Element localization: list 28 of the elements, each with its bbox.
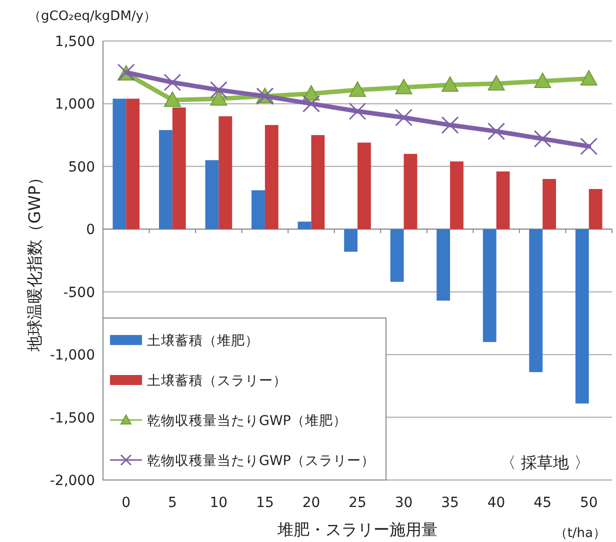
- text: （gCO₂eq/kgDM/y）: [28, 9, 156, 24]
- y-axis-title: 地球温暖化指数（GWP）: [25, 170, 44, 352]
- text: （t/ha）: [554, 526, 606, 541]
- annotation: 〈 採草地 〉: [500, 453, 590, 472]
- x-tick-label: 10: [210, 495, 228, 511]
- x-tick-label: 15: [256, 495, 274, 511]
- x-tick-label: 45: [534, 495, 552, 511]
- y-tick-label: -2,000: [50, 473, 95, 489]
- x-tick-label: 50: [580, 495, 598, 511]
- legend-label: 乾物収穫量当たりGWP（スラリー）: [147, 453, 375, 469]
- x-tick-label: 35: [441, 495, 459, 511]
- y-tick-label: -500: [63, 284, 95, 301]
- y-tick-label: 1,500: [54, 34, 95, 50]
- legend-label: 乾物収穫量当たりGWP（堆肥）: [147, 413, 347, 429]
- y-tick-label: 1,000: [54, 96, 95, 113]
- x-axis-title: 堆肥・スラリー施用量: [276, 520, 438, 539]
- x-tick-label: 0: [122, 495, 131, 511]
- y-tick-label: -1,500: [50, 410, 95, 426]
- y-tick-label: 0: [86, 222, 95, 238]
- x-tick-label: 30: [394, 495, 413, 511]
- y-tick-label: 500: [68, 159, 95, 176]
- legend-label: 土壌蓄積（スラリー）: [147, 373, 287, 389]
- x-tick-label: 25: [348, 495, 366, 511]
- y-tick-label: -1,000: [50, 348, 95, 364]
- x-tick-label: 20: [302, 495, 320, 511]
- legend-label: 土壌蓄積（堆肥）: [147, 333, 259, 349]
- x-tick-label: 40: [487, 495, 506, 511]
- x-tick-label: 5: [168, 495, 177, 511]
